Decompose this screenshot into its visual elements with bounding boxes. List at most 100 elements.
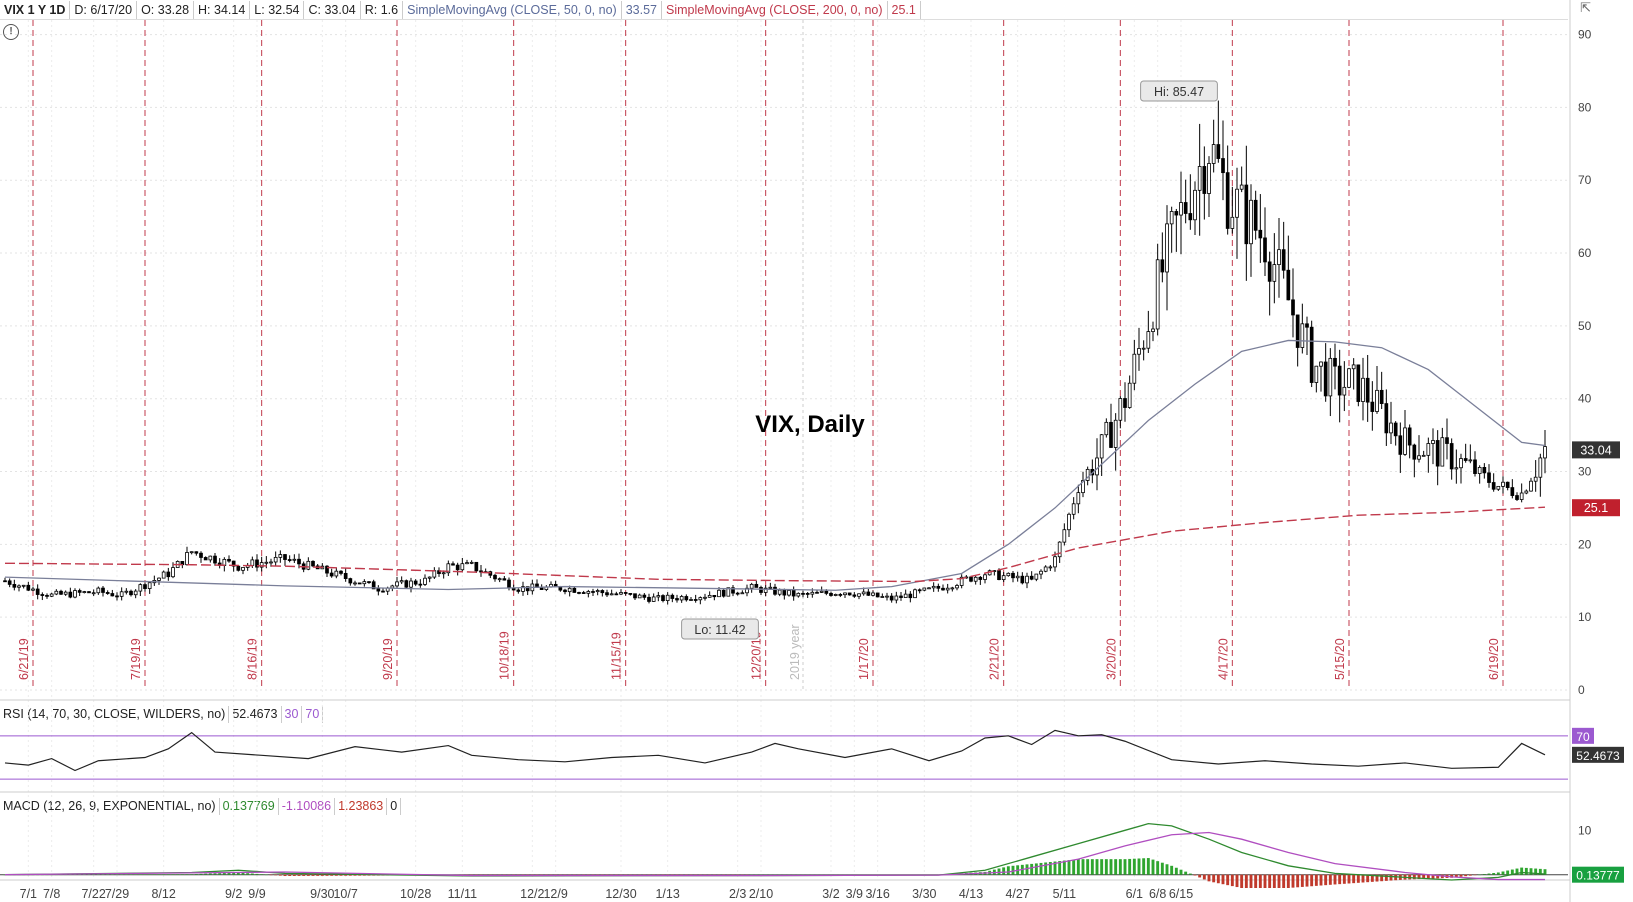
x-tick-label: 4/13 bbox=[959, 887, 983, 901]
macd-histogram-bar bbox=[1454, 874, 1458, 878]
rsi-oversold: 30 bbox=[282, 705, 303, 723]
x-tick-label: 9/2 bbox=[225, 887, 242, 901]
candle-body bbox=[1263, 237, 1267, 263]
macd-histogram-bar bbox=[1025, 864, 1029, 875]
candle-body bbox=[133, 590, 138, 596]
macd-histogram-bar bbox=[96, 874, 100, 875]
x-tick-label: 7/22 bbox=[81, 887, 105, 901]
candle-body bbox=[899, 595, 903, 598]
candle-body bbox=[1361, 377, 1365, 402]
rsi-study-label[interactable]: RSI (14, 70, 30, CLOSE, WILDERS, no) bbox=[0, 705, 230, 723]
candle-body bbox=[497, 578, 502, 581]
candle-body bbox=[1482, 467, 1487, 474]
candle-body bbox=[838, 594, 843, 596]
candle-body bbox=[17, 585, 21, 588]
candle-body bbox=[1370, 401, 1375, 412]
candle-body bbox=[997, 570, 1001, 581]
candle-body bbox=[1253, 199, 1258, 231]
macd-histogram-bar bbox=[325, 874, 329, 876]
candle-body bbox=[1085, 468, 1090, 481]
expiration-label: 12/20/19 bbox=[750, 631, 764, 680]
candle-body bbox=[390, 585, 395, 589]
candle-body bbox=[432, 570, 437, 578]
macd-histogram-bar bbox=[1039, 862, 1043, 875]
candle-body bbox=[1510, 487, 1515, 496]
symbol-label[interactable]: VIX 1 Y 1D bbox=[0, 0, 71, 19]
candle-body bbox=[661, 595, 665, 601]
macd-histogram-bar bbox=[1235, 874, 1239, 888]
candle-body bbox=[259, 562, 264, 568]
candle-body bbox=[675, 598, 679, 601]
candle-body bbox=[1365, 377, 1370, 403]
macd-value-badge: 0.13777 bbox=[1576, 869, 1620, 883]
macd-header: MACD (12, 26, 9, EXPONENTIAL, no) 0.1377… bbox=[0, 797, 402, 815]
candle-body bbox=[40, 594, 45, 596]
candle-body bbox=[1029, 575, 1034, 580]
candle-body bbox=[306, 560, 311, 570]
candle-body bbox=[203, 557, 208, 561]
expiration-label: 2/21/20 bbox=[988, 638, 1002, 680]
candle-body bbox=[861, 591, 866, 595]
collapse-icon[interactable]: ⇱ bbox=[1580, 0, 1591, 15]
macd-histogram-bar bbox=[1226, 874, 1230, 886]
candle-body bbox=[161, 571, 166, 579]
macd-histogram-bar bbox=[1272, 874, 1276, 888]
candle-body bbox=[670, 594, 675, 599]
candle-body bbox=[1151, 328, 1155, 333]
candle-body bbox=[1491, 482, 1496, 490]
candle-body bbox=[843, 592, 847, 596]
candle-body bbox=[1435, 440, 1440, 467]
candle-body bbox=[348, 578, 353, 584]
candle-body bbox=[619, 592, 623, 595]
candle-body bbox=[1132, 353, 1137, 384]
candle-body bbox=[1197, 166, 1202, 191]
candle-body bbox=[31, 588, 35, 591]
macd-study-label[interactable]: MACD (12, 26, 9, EXPONENTIAL, no) bbox=[0, 797, 220, 815]
alert-circle-icon[interactable]: ! bbox=[3, 24, 19, 40]
macd-histogram-bar bbox=[1249, 874, 1253, 888]
macd-histogram-bar bbox=[1240, 874, 1244, 888]
candle-body bbox=[969, 576, 973, 582]
candle-body bbox=[642, 594, 647, 598]
macd-histogram-bar bbox=[1212, 874, 1216, 883]
chart-title: VIX, Daily bbox=[755, 411, 865, 438]
low-label: L: 32.54 bbox=[250, 0, 305, 19]
macd-histogram-bar bbox=[1338, 874, 1342, 885]
candle-body bbox=[628, 593, 633, 595]
candle-body bbox=[59, 590, 63, 595]
candle-body bbox=[936, 585, 941, 589]
candle-body bbox=[647, 596, 651, 602]
candle-body bbox=[1174, 211, 1179, 216]
candle-body bbox=[474, 561, 479, 572]
candle-body bbox=[1314, 365, 1319, 383]
ma50-study-label[interactable]: SimpleMovingAvg (CLOSE, 50, 0, no) bbox=[403, 0, 622, 19]
candle-body bbox=[68, 591, 73, 598]
candle-body bbox=[1211, 144, 1216, 164]
macd-histogram-bar bbox=[1473, 874, 1477, 876]
x-tick-label: 7/8 bbox=[43, 887, 60, 901]
candle-body bbox=[236, 565, 241, 571]
macd-histogram-bar bbox=[241, 872, 245, 875]
candle-body bbox=[525, 586, 530, 592]
candle-body bbox=[283, 554, 287, 560]
macd-value-badge-bg bbox=[1572, 866, 1624, 883]
macd-histogram-bar bbox=[1058, 861, 1062, 875]
y-tick-label: 80 bbox=[1578, 100, 1592, 114]
ma200-study-label[interactable]: SimpleMovingAvg (CLOSE, 200, 0, no) bbox=[662, 0, 888, 19]
candle-body bbox=[465, 562, 469, 565]
candle-body bbox=[138, 584, 143, 592]
candle-body bbox=[1081, 480, 1085, 494]
candle-body bbox=[1468, 459, 1473, 462]
macd-histogram-bar bbox=[1333, 874, 1337, 885]
candle-body bbox=[1118, 398, 1123, 421]
macd-histogram-bar bbox=[1076, 859, 1080, 875]
candle-body bbox=[833, 594, 838, 596]
macd-histogram-bar bbox=[1534, 868, 1538, 875]
candle-body bbox=[1281, 249, 1286, 271]
candle-body bbox=[101, 587, 105, 593]
candle-body bbox=[297, 558, 301, 565]
candle-body bbox=[1487, 472, 1491, 483]
candle-body bbox=[922, 587, 927, 591]
macd-histogram-bar bbox=[110, 874, 114, 875]
